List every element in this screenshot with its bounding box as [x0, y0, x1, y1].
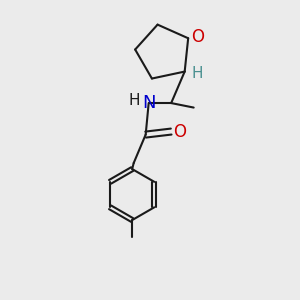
- Text: O: O: [191, 28, 204, 46]
- Text: H: H: [191, 66, 203, 81]
- Text: N: N: [142, 94, 155, 112]
- Text: H: H: [128, 93, 140, 108]
- Text: O: O: [173, 123, 186, 141]
